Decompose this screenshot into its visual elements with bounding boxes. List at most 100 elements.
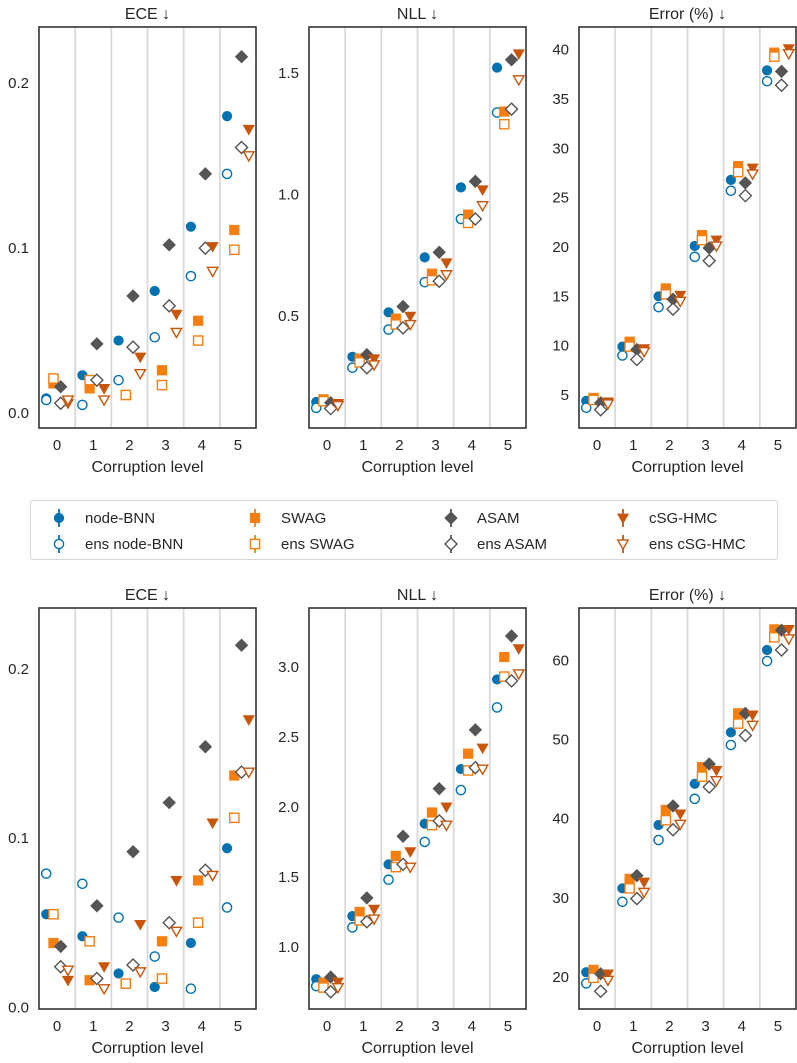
point-csg-hmc (674, 290, 687, 302)
point-ens-csg-hmc (61, 965, 75, 977)
y-tick-label: 1.5 (278, 869, 299, 886)
y-tick-label: 0.2 (8, 661, 29, 678)
point-ens-csg-hmc (637, 887, 651, 899)
y-tick-label: 0.2 (8, 75, 29, 92)
panel-title: NLL ↓ (397, 587, 438, 604)
point-ens-swag (120, 389, 132, 401)
point-csg-hmc (476, 185, 489, 197)
point-ens-swag (84, 936, 95, 947)
point-ens-node-bnn (653, 301, 664, 313)
point-ens-csg-hmc (440, 820, 453, 832)
point-csg-hmc (331, 977, 344, 989)
x-tick-label: 1 (629, 437, 637, 454)
y-tick-label: 25 (552, 190, 569, 207)
point-ens-csg-hmc (673, 819, 687, 831)
point-csg-hmc (710, 765, 723, 777)
legend-label: ens ASAM (477, 535, 548, 553)
point-ens-asam (89, 373, 104, 388)
point-csg-hmc (206, 818, 219, 830)
x-tick-label: 5 (774, 1018, 782, 1035)
point-ens-node-bnn (419, 836, 431, 848)
y-tick-label: 30 (552, 140, 569, 157)
x-tick-label: 4 (738, 437, 746, 454)
point-ens-asam (396, 857, 411, 872)
point-ens-swag (228, 812, 240, 824)
y-tick-label: 0.5 (278, 308, 299, 325)
point-ens-csg-hmc (476, 201, 490, 213)
point-ens-swag (192, 917, 204, 929)
point-csg-hmc (134, 352, 147, 364)
point-ens-csg-hmc (476, 764, 490, 776)
panel-title: Error (%) ↓ (649, 6, 726, 23)
point-csg-hmc (674, 809, 687, 821)
point-csg-hmc (476, 743, 489, 755)
x-tick-label: 2 (395, 437, 403, 454)
legend-item-csg-hmc: cSG-HMC (613, 507, 717, 529)
point-ens-asam (234, 140, 249, 155)
point-ens-swag (769, 51, 780, 62)
legend-marker (249, 512, 261, 524)
point-ens-asam (53, 959, 68, 974)
panel-3: Error (%) ↓ 5 10 15 20 25 30 35 40 0 1 2 3 4 5 Corrupti… (552, 6, 797, 476)
point-asam (774, 64, 789, 79)
x-tick-label: 2 (125, 1018, 133, 1035)
point-ens-csg-hmc (242, 767, 256, 779)
point-asam (666, 799, 680, 813)
x-tick-label: 0 (323, 437, 331, 454)
point-node-bnn (725, 174, 737, 186)
y-tick-label: 10 (552, 338, 569, 355)
legend-marker (444, 511, 458, 525)
point-node-bnn (491, 62, 503, 73)
point-ens-node-bnn (689, 251, 701, 263)
point-swag (499, 651, 510, 663)
legend-label: SWAG (281, 509, 327, 527)
point-ens-csg-hmc (710, 776, 723, 788)
point-ens-csg-hmc (782, 49, 796, 61)
diamond-marker-icon (444, 509, 458, 527)
point-csg-hmc (170, 876, 183, 887)
point-ens-node-bnn (689, 793, 701, 805)
point-csg-hmc (440, 258, 453, 269)
point-csg-hmc (98, 962, 111, 973)
point-ens-asam (432, 274, 447, 289)
y-tick-label: 1.0 (278, 939, 299, 956)
point-csg-hmc (440, 802, 453, 814)
point-node-bnn (221, 843, 233, 854)
point-asam (53, 939, 68, 954)
point-asam (90, 337, 104, 351)
x-tick-label: 1 (359, 437, 367, 454)
point-csg-hmc (61, 975, 74, 987)
point-ens-csg-hmc (746, 720, 760, 732)
legend-marker (444, 537, 458, 551)
point-asam (53, 380, 68, 394)
point-ens-csg-hmc (512, 75, 526, 87)
point-csg-hmc (746, 163, 759, 175)
x-tick-label: 0 (53, 437, 61, 454)
point-ens-asam (738, 728, 753, 743)
point-ens-node-bnn (725, 739, 737, 751)
y-tick-label: 5 (561, 387, 569, 404)
point-ens-node-bnn (185, 983, 197, 994)
y-tick-label: 3.0 (278, 659, 299, 676)
point-ens-csg-hmc (206, 266, 220, 278)
point-ens-swag (660, 289, 672, 300)
point-ens-csg-hmc (710, 241, 723, 253)
x-tick-label: 2 (125, 437, 133, 454)
point-node-bnn (221, 111, 233, 122)
x-tick-label: 4 (738, 1018, 746, 1035)
point-ens-node-bnn (653, 834, 664, 846)
point-ens-csg-hmc (206, 870, 220, 882)
point-ens-asam (162, 298, 177, 313)
point-ens-swag (354, 357, 365, 368)
legend-item-ens-node-bnn: ens node-BNN (49, 533, 183, 555)
point-csg-hmc (98, 383, 111, 395)
point-asam (360, 891, 374, 905)
x-tick-label: 0 (53, 1018, 61, 1035)
plot-frame (308, 607, 527, 1010)
point-ens-node-bnn (77, 878, 88, 890)
legend-item-ens-asam: ens ASAM (441, 533, 547, 555)
point-ens-swag (499, 118, 510, 130)
plot-frame (308, 26, 527, 429)
triangle-down-marker-icon (616, 509, 630, 527)
